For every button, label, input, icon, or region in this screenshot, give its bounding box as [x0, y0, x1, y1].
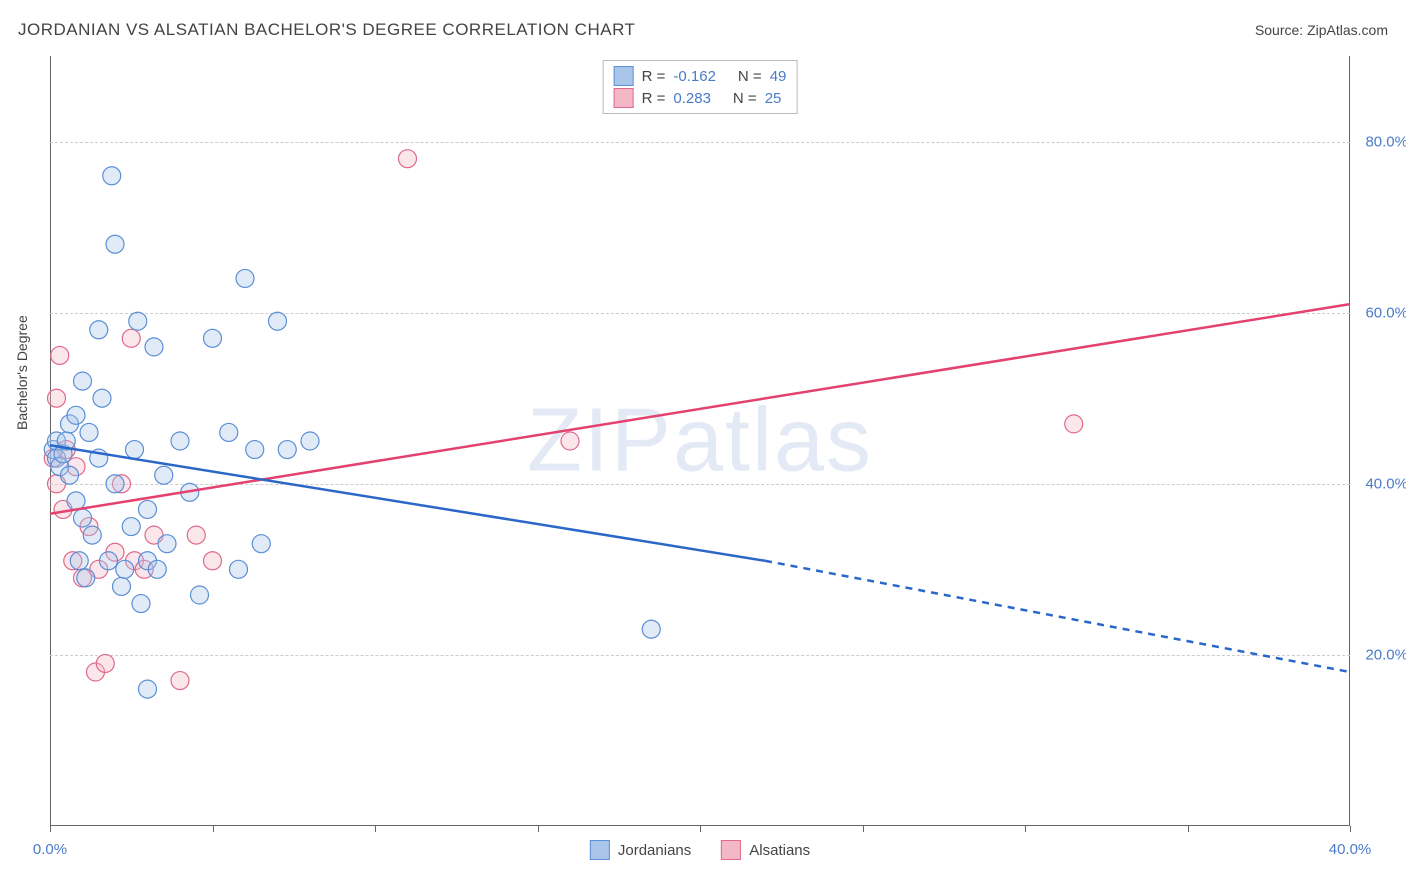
r-value-jordanian: -0.162	[673, 68, 716, 85]
stat-row-jordanian: R = -0.162 N = 49	[614, 65, 787, 87]
x-tick-mark	[1188, 826, 1189, 832]
x-tick-mark	[1350, 826, 1351, 832]
r-value-alsatian: 0.283	[673, 90, 711, 107]
scatter-plot-svg	[50, 56, 1350, 826]
legend-label-jordanian: Jordanians	[618, 842, 691, 859]
chart-title: JORDANIAN VS ALSATIAN BACHELOR'S DEGREE …	[18, 20, 635, 40]
x-tick-mark	[50, 826, 51, 832]
statistics-legend: R = -0.162 N = 49 R = 0.283 N = 25	[603, 60, 798, 114]
legend-item-jordanian: Jordanians	[590, 840, 691, 860]
chart-plot-area: 20.0%40.0%60.0%80.0% 0.0%40.0% ZIPatlas …	[50, 56, 1350, 826]
n-value-jordanian: 49	[770, 68, 787, 85]
legend-label-alsatian: Alsatians	[749, 842, 810, 859]
r-label: R =	[642, 68, 666, 85]
legend-item-alsatian: Alsatians	[721, 840, 810, 860]
swatch-alsatian-bottom	[721, 840, 741, 860]
x-tick-mark	[863, 826, 864, 832]
swatch-jordanian-bottom	[590, 840, 610, 860]
y-tick-label: 20.0%	[1365, 646, 1406, 663]
x-tick-mark	[538, 826, 539, 832]
x-tick-mark	[213, 826, 214, 832]
series-legend: Jordanians Alsatians	[590, 840, 810, 860]
y-tick-label: 60.0%	[1365, 304, 1406, 321]
y-tick-label: 40.0%	[1365, 475, 1406, 492]
n-label: N =	[733, 90, 757, 107]
chart-header: JORDANIAN VS ALSATIAN BACHELOR'S DEGREE …	[18, 20, 1388, 40]
x-tick-mark	[1025, 826, 1026, 832]
n-value-alsatian: 25	[765, 90, 782, 107]
n-label: N =	[738, 68, 762, 85]
x-tick-mark	[700, 826, 701, 832]
x-tick-label: 40.0%	[1329, 841, 1372, 858]
swatch-alsatian	[614, 88, 634, 108]
x-tick-mark	[375, 826, 376, 832]
y-axis-label: Bachelor's Degree	[14, 315, 30, 430]
x-tick-label: 0.0%	[33, 841, 67, 858]
r-label: R =	[642, 90, 666, 107]
y-tick-label: 80.0%	[1365, 133, 1406, 150]
chart-source: Source: ZipAtlas.com	[1255, 22, 1388, 38]
stat-row-alsatian: R = 0.283 N = 25	[614, 87, 787, 109]
swatch-jordanian	[614, 66, 634, 86]
